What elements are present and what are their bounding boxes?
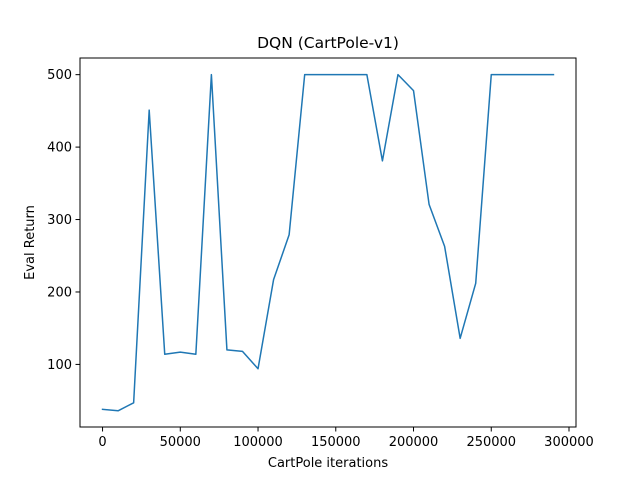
x-tick-label: 100000	[233, 435, 283, 450]
y-tick-label: 500	[47, 68, 72, 83]
y-tick-label: 200	[47, 285, 72, 300]
x-tick-label: 250000	[466, 435, 516, 450]
x-tick-label: 300000	[544, 435, 594, 450]
x-axis-label: CartPole iterations	[268, 456, 388, 471]
chart-title: DQN (CartPole-v1)	[257, 34, 399, 52]
x-tick-label: 50000	[160, 435, 201, 450]
y-tick-label: 400	[47, 141, 72, 156]
x-tick-label: 0	[98, 435, 106, 450]
x-tick-label: 150000	[311, 435, 361, 450]
y-tick-label: 100	[47, 358, 72, 373]
y-axis-label: Eval Return	[23, 205, 38, 280]
x-tick-label: 200000	[389, 435, 439, 450]
y-tick-label: 300	[47, 213, 72, 228]
